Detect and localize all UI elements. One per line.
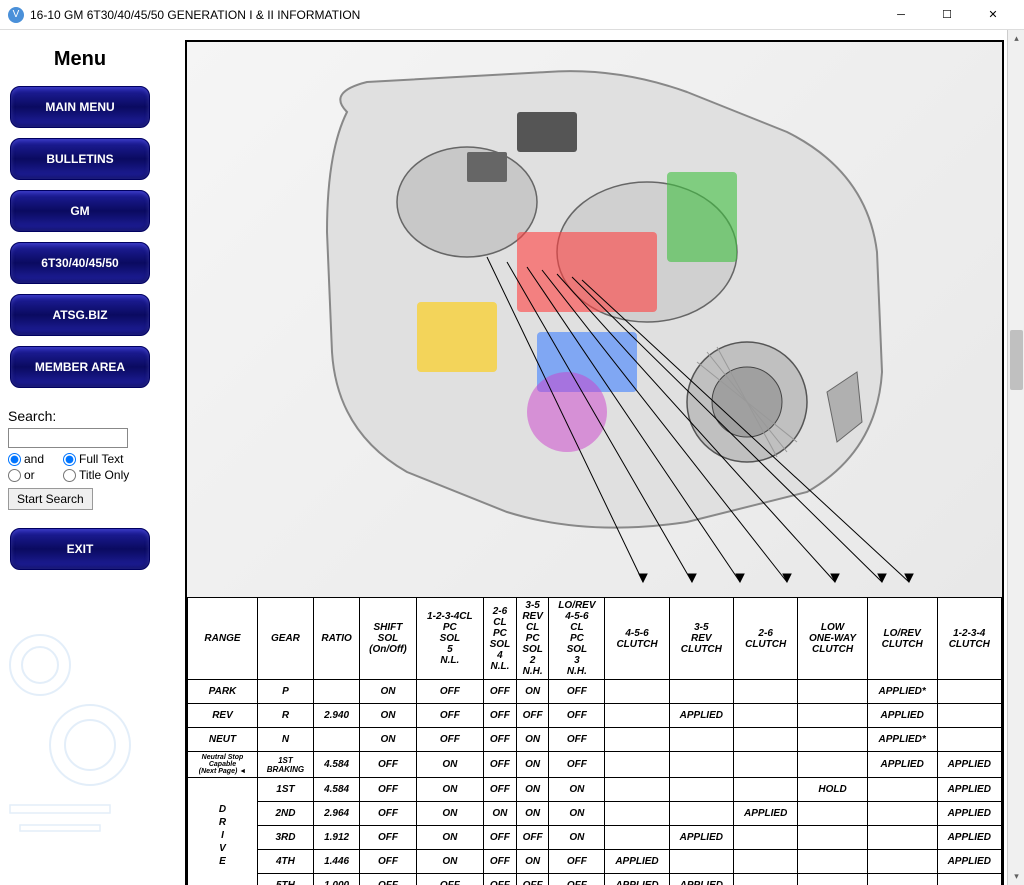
column-header: RATIO bbox=[313, 598, 359, 680]
column-header: LOWONE-WAYCLUTCH bbox=[798, 598, 867, 680]
sidebar: Menu MAIN MENU BULLETINS GM 6T30/40/45/5… bbox=[0, 30, 160, 885]
column-header: 1-2-3-4CLUTCH bbox=[937, 598, 1001, 680]
table-row: PARKPONOFFOFFONOFFAPPLIED* bbox=[188, 680, 1002, 704]
column-header: LO/REV4-5-6CLPCSOL3N.H. bbox=[549, 598, 605, 680]
vertical-scrollbar[interactable]: ▴ ▾ bbox=[1007, 30, 1024, 885]
scrollbar-thumb[interactable] bbox=[1010, 330, 1023, 390]
maximize-button[interactable]: ☐ bbox=[924, 0, 970, 30]
clutch-application-table: RANGEGEARRATIOSHIFTSOL(On/Off)1-2-3-4CLP… bbox=[187, 597, 1002, 885]
member-area-button[interactable]: MEMBER AREA bbox=[10, 346, 150, 388]
search-label: Search: bbox=[8, 408, 152, 424]
main-menu-button[interactable]: MAIN MENU bbox=[10, 86, 150, 128]
table-row: DRIVE1ST4.584OFFONOFFONONHOLDAPPLIED bbox=[188, 778, 1002, 802]
leader-lines bbox=[187, 42, 1002, 597]
scroll-down-arrow[interactable]: ▾ bbox=[1008, 868, 1024, 885]
radio-or[interactable]: or bbox=[8, 468, 63, 482]
column-header: 2-6CLUTCH bbox=[733, 598, 797, 680]
table-row: REVR2.940ONOFFOFFOFFOFFAPPLIEDAPPLIED bbox=[188, 704, 1002, 728]
radio-and[interactable]: and bbox=[8, 452, 63, 466]
search-input[interactable] bbox=[8, 428, 128, 448]
column-header: 3-5REVCLPCSOL2N.H. bbox=[516, 598, 549, 680]
close-button[interactable]: ✕ bbox=[970, 0, 1016, 30]
model-button[interactable]: 6T30/40/45/50 bbox=[10, 242, 150, 284]
start-search-button[interactable]: Start Search bbox=[8, 488, 93, 510]
column-header: 4-5-6CLUTCH bbox=[605, 598, 669, 680]
column-header: 3-5REVCLUTCH bbox=[669, 598, 733, 680]
column-header: SHIFTSOL(On/Off) bbox=[360, 598, 416, 680]
table-row: 5TH1.000OFFOFFOFFOFFOFFAPPLIEDAPPLIED bbox=[188, 874, 1002, 885]
table-row: NEUTNONOFFOFFONOFFAPPLIED* bbox=[188, 728, 1002, 752]
column-header: 1-2-3-4CLPCSOL5N.L. bbox=[416, 598, 483, 680]
transmission-diagram bbox=[187, 42, 1002, 597]
atsg-button[interactable]: ATSG.BIZ bbox=[10, 294, 150, 336]
gm-button[interactable]: GM bbox=[10, 190, 150, 232]
window-titlebar: V 16-10 GM 6T30/40/45/50 GENERATION I & … bbox=[0, 0, 1024, 30]
column-header: 2-6CLPCSOL4N.L. bbox=[484, 598, 517, 680]
minimize-button[interactable]: ─ bbox=[878, 0, 924, 30]
app-icon: V bbox=[8, 7, 24, 23]
scroll-up-arrow[interactable]: ▴ bbox=[1008, 30, 1024, 47]
background-gear-graphic bbox=[0, 605, 155, 885]
radio-fulltext[interactable]: Full Text bbox=[63, 452, 152, 466]
column-header: LO/REVCLUTCH bbox=[867, 598, 937, 680]
table-row: 3RD1.912OFFONOFFOFFONAPPLIEDAPPLIED bbox=[188, 826, 1002, 850]
column-header: RANGE bbox=[188, 598, 258, 680]
table-row: Neutral Stop Capable (Next Page) ◄1STBRA… bbox=[188, 752, 1002, 778]
window-title: 16-10 GM 6T30/40/45/50 GENERATION I & II… bbox=[30, 8, 878, 22]
radio-titleonly[interactable]: Title Only bbox=[63, 468, 152, 482]
content-area: RANGEGEARRATIOSHIFTSOL(On/Off)1-2-3-4CLP… bbox=[160, 30, 1024, 885]
column-header: GEAR bbox=[257, 598, 313, 680]
bulletins-button[interactable]: BULLETINS bbox=[10, 138, 150, 180]
table-row: 2ND2.964OFFONONONONAPPLIEDAPPLIED bbox=[188, 802, 1002, 826]
table-row: 4TH1.446OFFONOFFONOFFAPPLIEDAPPLIED bbox=[188, 850, 1002, 874]
menu-heading: Menu bbox=[8, 48, 152, 71]
exit-button[interactable]: EXIT bbox=[10, 528, 150, 570]
